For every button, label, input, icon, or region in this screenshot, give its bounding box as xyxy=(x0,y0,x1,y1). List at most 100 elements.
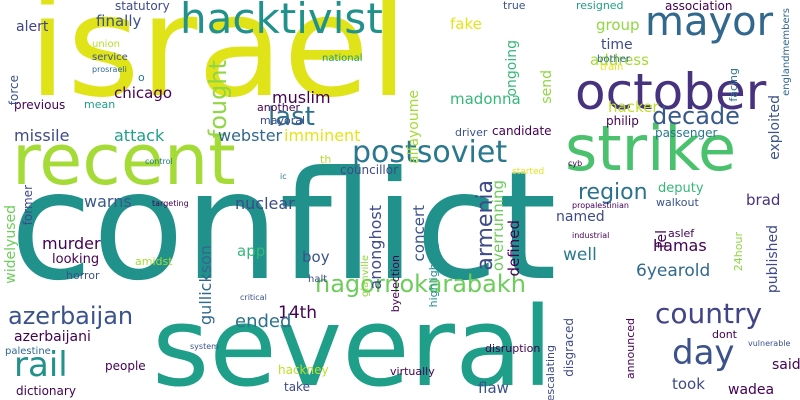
word-highlighting: highlighting xyxy=(427,242,440,308)
word-alert: alert xyxy=(16,19,49,35)
word-group: group xyxy=(596,16,640,34)
word-send: send xyxy=(539,70,555,104)
word-walkout: walkout xyxy=(656,196,699,209)
word-force: force xyxy=(7,75,21,106)
word-disruption: disruption xyxy=(485,342,541,355)
word-previous: previous xyxy=(14,98,66,112)
word-azerbaijani: azerbaijani xyxy=(14,329,91,345)
word-imminent: imminent xyxy=(284,126,361,145)
word-tel: tel xyxy=(654,230,670,248)
word-resigned: resigned xyxy=(576,0,624,12)
word-cyb: cyb xyxy=(568,159,583,168)
word-6yearold: 6yearold xyxy=(636,261,711,281)
word-postsoviet: postsoviet xyxy=(352,135,508,170)
word-amidst: amidst xyxy=(135,255,173,268)
word-englandmembers: englandmembers xyxy=(781,8,792,96)
word-announced: announced xyxy=(624,318,637,380)
word-country: country xyxy=(655,297,763,330)
word-nagornokarabakh: nagornokarabakh xyxy=(315,270,526,298)
word-control: control xyxy=(145,157,173,166)
word-hackney: hackney xyxy=(278,363,329,377)
word-finally: finally xyxy=(96,12,142,30)
word-24hour: 24hour xyxy=(732,232,745,272)
word-deputy: deputy xyxy=(658,181,704,196)
word-flaw: flaw xyxy=(478,379,509,397)
word-mayoral: mayoral xyxy=(260,114,306,127)
word-o: o xyxy=(138,71,145,84)
word-hacker: hacker xyxy=(608,98,659,116)
word-azerbaijan: azerbaijan xyxy=(8,302,134,330)
word-th: th xyxy=(320,153,332,166)
word-passenger: passenger xyxy=(655,126,718,140)
word-service: service xyxy=(92,52,128,63)
word-ic: ic xyxy=(280,172,287,181)
word-mayor: mayor xyxy=(645,0,774,45)
word-philip: philip xyxy=(606,114,639,128)
word-madonna: madonna xyxy=(450,90,521,108)
word-true: true xyxy=(503,0,526,12)
word-recent: recent xyxy=(12,119,236,201)
word-prosraeli: prosraeli xyxy=(92,65,127,74)
word-took: took xyxy=(672,375,705,393)
word-disgraced: disgraced xyxy=(562,318,576,377)
word-named: named xyxy=(556,209,605,225)
word-statutory: statutory xyxy=(115,0,170,13)
word-last: last xyxy=(268,102,315,132)
word-hacktivist: hacktivist xyxy=(180,0,383,43)
word-israel: israel xyxy=(28,0,409,129)
word-looking: looking xyxy=(52,252,100,267)
word-time: time xyxy=(601,37,633,53)
word-concert: concert xyxy=(410,205,428,262)
word-candidate: candidate xyxy=(492,124,552,138)
word-councillor: councillor xyxy=(340,163,399,177)
word-chicago: chicago xyxy=(114,84,173,102)
word-critical: critical xyxy=(240,293,267,302)
word-aslef: aslef xyxy=(668,227,695,240)
word-boy: boy xyxy=(302,248,330,266)
word-targeting: targeting xyxy=(152,199,189,208)
word-well: well xyxy=(563,245,597,265)
word-14th: 14th xyxy=(278,303,318,323)
word-strike: strike xyxy=(565,112,737,185)
word-byelection: byelection xyxy=(389,255,402,313)
word-attack: attack xyxy=(114,126,165,145)
word-webster: webster xyxy=(218,126,283,145)
word-defined: defined xyxy=(505,220,523,277)
word-widelyused: widelyused xyxy=(3,205,19,284)
word-people: people xyxy=(105,359,146,373)
word-driver: driver xyxy=(455,126,488,139)
word-day: day xyxy=(672,333,735,373)
word-palestine: palestine xyxy=(5,346,51,357)
word-system: system xyxy=(190,342,219,351)
word-another: another xyxy=(257,101,301,114)
word-vulnerable: vulnerable xyxy=(748,339,791,348)
word-started: started xyxy=(512,167,545,177)
word-halt: halt xyxy=(308,274,328,285)
word-mean: mean xyxy=(84,98,116,111)
word-propalestinian: propalestinian xyxy=(572,201,630,210)
word-glanville: glanville xyxy=(360,255,371,297)
word-decade: decade xyxy=(652,102,740,130)
word-said: said xyxy=(772,357,800,373)
word-brad: brad xyxy=(746,191,781,209)
word-app: app xyxy=(237,242,266,260)
word-conflict: conflict xyxy=(10,140,557,314)
word-muslim: muslim xyxy=(272,88,331,107)
word-association: association xyxy=(665,0,733,13)
word-region: region xyxy=(578,180,648,205)
word-ongoing: ongoing xyxy=(504,40,520,97)
word-alfayoume: alfayoume xyxy=(406,90,422,164)
word-october: october xyxy=(575,63,767,121)
word-overrunning: overrunning xyxy=(489,180,507,272)
word-address: address xyxy=(590,51,649,69)
word-industrial: industrial xyxy=(572,231,610,240)
word-virtually: virtually xyxy=(390,365,435,378)
word-former: former xyxy=(21,185,35,226)
word-ended: ended xyxy=(235,311,292,332)
word-dictionary: dictionary xyxy=(16,384,76,398)
word-train: train xyxy=(600,62,624,73)
word-nuclear: nuclear xyxy=(235,194,295,213)
word-take: take xyxy=(284,380,310,394)
word-rail: rail xyxy=(14,345,68,385)
